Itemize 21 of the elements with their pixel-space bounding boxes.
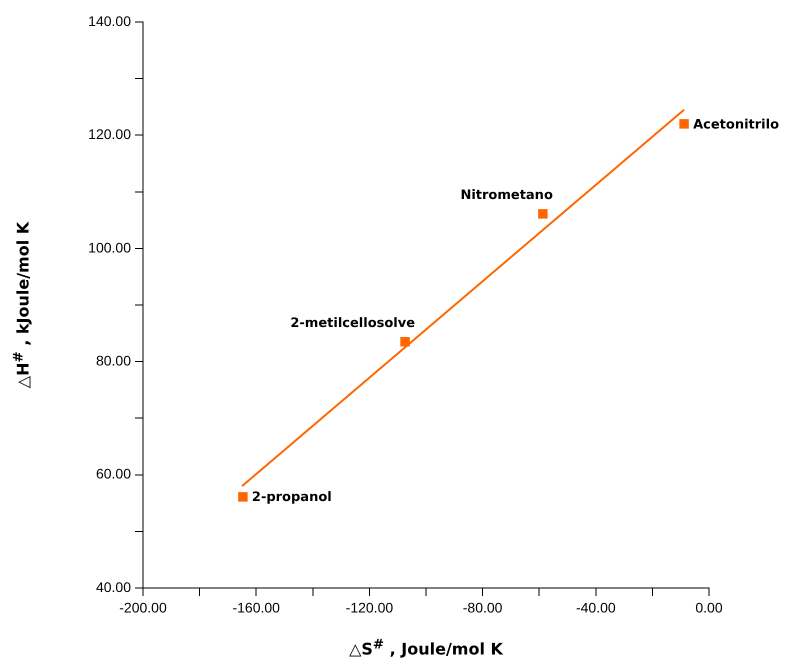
x-tick-label: 0.00 (695, 599, 723, 616)
annotation: 2-propanol (252, 490, 332, 506)
y-tick-label: 40.00 (96, 578, 132, 595)
x-axis-title: △S$^{#}$ , Joule/mol K (349, 637, 503, 659)
annotation: Nitrometano (460, 188, 553, 204)
x-tick-label: -160.00 (232, 599, 280, 616)
annotation: Acetonitrilo (693, 117, 780, 132)
point (238, 492, 248, 502)
y-tick-label: 120.00 (88, 126, 132, 142)
point (538, 209, 548, 219)
y-tick-label: 60.00 (96, 466, 132, 482)
x-tick-label: -40.00 (576, 599, 616, 616)
point (400, 337, 410, 347)
annotation: 2-metilcellosolve (290, 316, 416, 332)
y-tick-label: 140.00 (88, 12, 132, 29)
x-tick-label: -80.00 (462, 599, 503, 616)
y-tick-label: 80.00 (96, 352, 132, 368)
point (679, 119, 689, 129)
x-tick-label: -120.00 (346, 599, 394, 616)
y-tick-label: 100.00 (88, 239, 132, 256)
x-tick-label: -200.00 (119, 599, 167, 616)
